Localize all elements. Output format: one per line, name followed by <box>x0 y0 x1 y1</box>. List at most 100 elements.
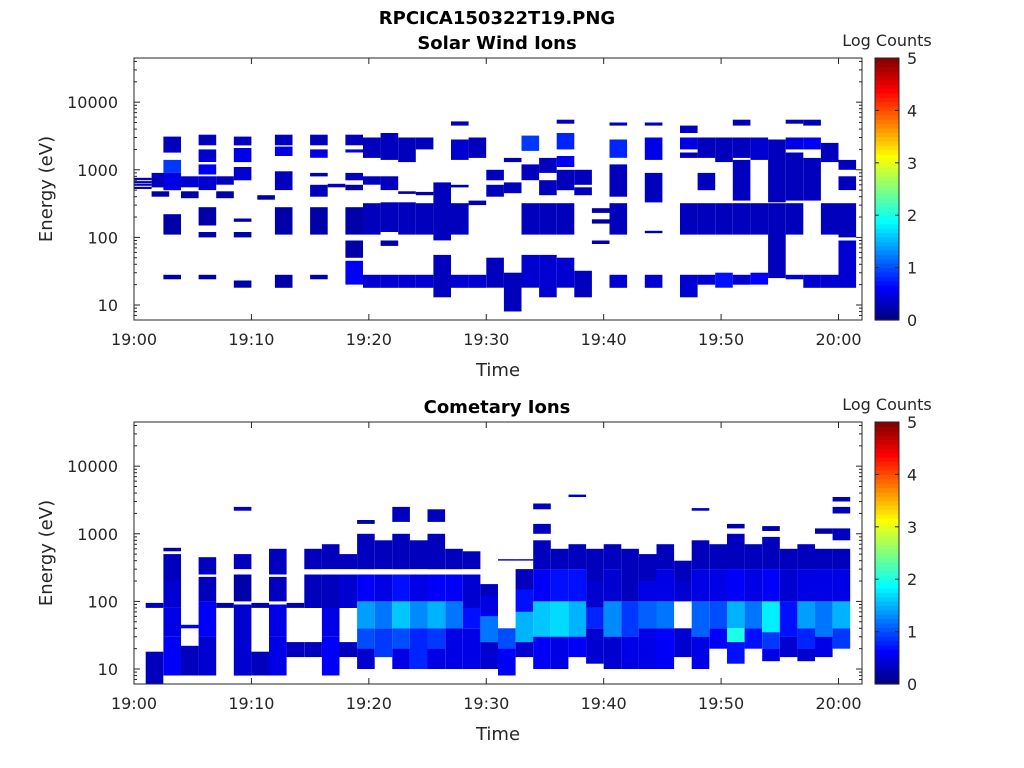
heatmap-cell <box>233 167 252 181</box>
heatmap-cell <box>727 569 745 602</box>
heatmap-cell <box>462 607 481 629</box>
heatmap-cell <box>233 280 252 288</box>
heatmap-cell <box>269 548 287 575</box>
heatmap-cell <box>310 149 328 158</box>
heatmap-cell <box>674 560 692 582</box>
heatmap-cell <box>468 137 487 158</box>
heatmap-cell <box>820 274 839 288</box>
heatmap-cell <box>374 540 393 570</box>
heatmap-cell <box>838 203 857 238</box>
heatmap-cell <box>345 207 363 235</box>
colorbar-segment <box>875 518 899 524</box>
colorbar-segment <box>875 97 899 103</box>
colorbar-segment <box>875 426 899 432</box>
heatmap-cell <box>233 574 252 602</box>
heatmap-cell <box>233 148 252 163</box>
heatmap-cell <box>374 601 393 629</box>
heatmap-cell <box>732 159 751 201</box>
heatmap-cell <box>415 203 434 235</box>
heatmap-cell <box>656 601 675 629</box>
colorbar-segment <box>875 579 899 585</box>
heatmap-cell <box>233 554 252 570</box>
heatmap-cell <box>321 607 340 637</box>
heatmap-cell <box>269 636 287 676</box>
heatmap-cell <box>556 257 575 288</box>
colorbar-segment <box>875 92 899 98</box>
heatmap-cell <box>586 548 604 582</box>
y-axis-label: Energy (eV) <box>36 136 57 242</box>
y-ticks: 10 100 1000 10000 <box>67 60 862 321</box>
heatmap-cell <box>445 548 463 570</box>
colorbar-segment <box>875 167 899 173</box>
heatmap-cell <box>803 274 821 288</box>
heatmap-cell <box>744 628 763 649</box>
heatmap-cell <box>556 203 575 235</box>
heatmap-cell <box>586 628 604 664</box>
heatmap-cell <box>691 569 710 602</box>
x-ticks: 19:00 19:10 19:20 19:30 19:40 19:50 20:00 <box>111 58 862 349</box>
heatmap-cell <box>539 203 557 235</box>
colorbar-segment <box>875 675 899 681</box>
heatmap-cell <box>468 200 487 206</box>
heatmap-cell <box>269 604 287 637</box>
heatmap-cell <box>310 207 328 235</box>
heatmap-cell <box>480 596 498 617</box>
heatmap-cell <box>550 601 569 637</box>
heatmap-cell <box>433 254 451 298</box>
colorbar-tick-label: 4 <box>907 101 917 120</box>
heatmap-cell <box>363 274 381 288</box>
heatmap-cell <box>339 574 358 608</box>
colorbar-segment <box>875 215 899 221</box>
y-tick-label: 100 <box>87 228 118 247</box>
colorbar-tick-label: 2 <box>907 206 917 225</box>
heatmap-cell <box>820 142 839 163</box>
heatmap-cell <box>533 540 551 570</box>
heatmap-cell <box>709 544 727 570</box>
colorbar-segment <box>875 531 899 537</box>
colorbar-segment <box>875 474 899 480</box>
colorbar-frame <box>874 421 900 685</box>
heatmap-cell <box>762 601 780 633</box>
colorbar: 0 1 2 3 4 5 <box>874 49 917 330</box>
colorbar-segment <box>875 627 899 633</box>
colorbar-segment <box>875 267 899 273</box>
colorbar-segment <box>875 237 899 242</box>
heatmap-cell <box>691 636 710 669</box>
heatmap-cell <box>339 554 358 570</box>
heatmap-cell <box>591 240 610 244</box>
colorbar-segment <box>875 202 899 208</box>
x-tick-label: 19:20 <box>346 330 392 349</box>
heatmap-cell <box>409 574 428 602</box>
x-axis-label: Time <box>475 724 520 745</box>
heatmap-cell <box>321 574 340 608</box>
heatmap-cell <box>533 503 551 510</box>
heatmap-cell <box>515 559 534 561</box>
colorbar-segment <box>875 175 899 181</box>
x-tick-label: 19:00 <box>111 330 157 349</box>
heatmap-cell <box>321 544 340 570</box>
heatmap-cell <box>603 601 622 637</box>
heatmap-cell <box>680 203 698 235</box>
colorbar-segment <box>875 513 899 519</box>
heatmap-cell <box>550 548 569 570</box>
heatmap-cell <box>609 164 628 197</box>
heatmap-cell <box>785 203 804 235</box>
heatmap-cell <box>345 260 363 285</box>
heatmap-cell <box>727 642 745 664</box>
heatmap-cell <box>145 651 164 684</box>
heatmap-cell <box>638 628 657 669</box>
colorbar-segment <box>875 258 899 264</box>
heatmap-cell <box>269 576 287 602</box>
heatmap-cell <box>568 636 587 658</box>
colorbar-segment <box>875 526 899 532</box>
heatmap-cell <box>556 156 575 167</box>
heatmap-cell <box>727 533 745 570</box>
x-tick-label: 19:30 <box>463 694 509 713</box>
heatmap-cell <box>797 544 815 570</box>
heatmap-cell <box>216 191 234 199</box>
heatmap-cell <box>486 184 504 197</box>
heatmap-cell <box>357 601 375 629</box>
heatmap-cell <box>750 203 769 235</box>
heatmap-cell <box>274 207 293 235</box>
